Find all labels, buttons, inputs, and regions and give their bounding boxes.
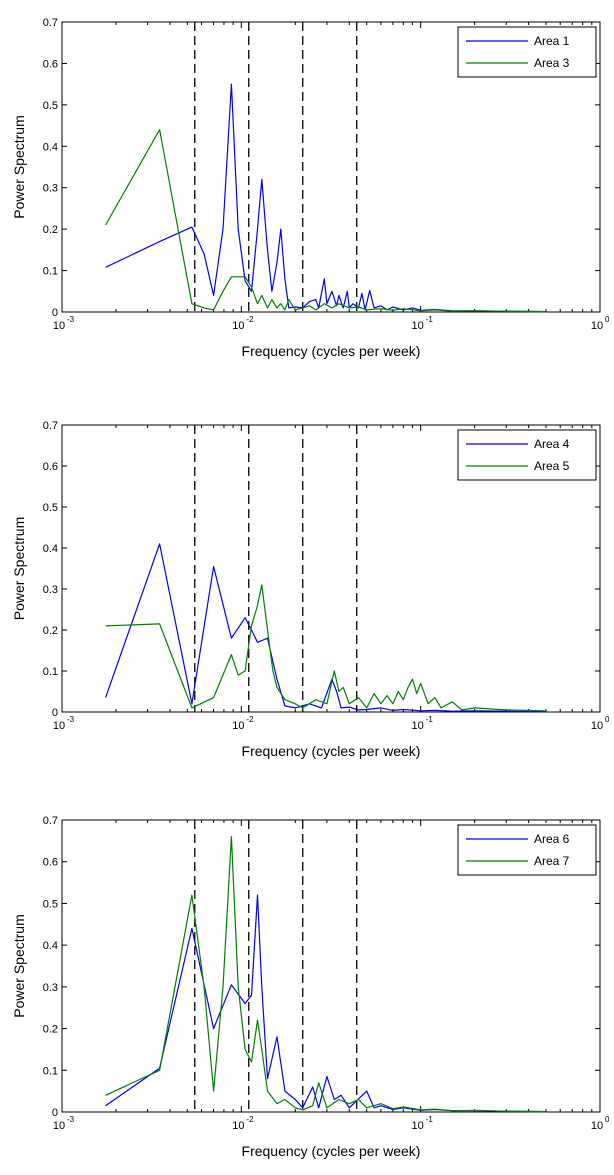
x-tick-exponent: -2: [246, 1115, 254, 1124]
x-tick-label: 10: [232, 320, 244, 332]
axes-frame: [61, 21, 601, 313]
y-tick-label: 0.7: [43, 815, 58, 827]
legend-label: Area 1: [534, 34, 570, 48]
y-tick-label: 0.2: [43, 224, 58, 236]
x-tick-label: 10: [53, 320, 65, 332]
axes-frame: [61, 819, 601, 1113]
x-tick-exponent: -2: [246, 715, 254, 724]
x-tick-label: 10: [591, 1120, 603, 1132]
y-tick-label: 0.4: [43, 141, 58, 153]
x-tick-exponent: 0: [605, 1115, 610, 1124]
y-tick-label: 0.2: [43, 1024, 58, 1036]
x-tick-exponent: -1: [426, 715, 434, 724]
legend-box: [457, 26, 597, 78]
x-tick-label: 10: [412, 320, 424, 332]
y-axis-label: Power Spectrum: [11, 115, 27, 218]
series-line-area-5: [105, 584, 547, 712]
x-tick-label: 10: [53, 1120, 65, 1132]
x-tick-exponent: 0: [605, 715, 610, 724]
y-tick-label: 0.7: [43, 17, 58, 29]
legend-label: Area 4: [534, 437, 570, 451]
x-tick-label: 10: [591, 720, 603, 732]
y-tick-label: 0.3: [43, 183, 58, 195]
legend-box: [457, 824, 597, 876]
legend: Area 1 Area 3: [457, 26, 597, 78]
series-line-area-7: [105, 836, 547, 1113]
x-tick-label: 10: [232, 720, 244, 732]
x-tick-label: 10: [232, 1120, 244, 1132]
x-tick-label: 10: [412, 1120, 424, 1132]
series-line-area-3: [105, 129, 547, 313]
y-tick-label: 0.3: [43, 982, 58, 994]
x-axis-label: Frequency (cycles per week): [242, 743, 421, 759]
x-tick-label: 10: [412, 720, 424, 732]
x-tick-exponent: -3: [67, 315, 75, 324]
x-tick-exponent: 0: [605, 315, 610, 324]
y-tick-label: 0.3: [43, 584, 58, 596]
y-tick-label: 0.7: [43, 420, 58, 432]
y-tick-label: 0: [52, 707, 58, 719]
y-tick-label: 0.4: [43, 543, 58, 555]
x-axis-label: Frequency (cycles per week): [242, 1143, 421, 1159]
y-tick-label: 0.2: [43, 625, 58, 637]
legend-label: Area 3: [534, 56, 570, 70]
legend-label: Area 7: [534, 854, 570, 868]
x-tick-exponent: -1: [426, 315, 434, 324]
legend-box: [457, 429, 597, 481]
y-tick-label: 0.5: [43, 100, 58, 112]
y-axis-label: Power Spectrum: [11, 517, 27, 620]
y-tick-label: 0.4: [43, 940, 58, 952]
y-tick-label: 0: [52, 307, 58, 319]
y-tick-label: 0: [52, 1107, 58, 1119]
axes-frame: [61, 424, 601, 713]
x-tick-exponent: -3: [67, 715, 75, 724]
y-tick-label: 0.5: [43, 898, 58, 910]
x-axis-label: Frequency (cycles per week): [242, 343, 421, 359]
chart-panel-2: 00.10.20.30.40.50.60.710-310-210-1100Are…: [11, 420, 610, 759]
y-tick-label: 0.5: [43, 502, 58, 514]
y-tick-label: 0.6: [43, 857, 58, 869]
x-tick-exponent: -2: [246, 315, 254, 324]
legend: Area 6 Area 7: [457, 824, 597, 876]
y-tick-label: 0.1: [43, 666, 58, 678]
legend-label: Area 6: [534, 832, 570, 846]
legend-label: Area 5: [534, 459, 570, 473]
chart-panel-3: 00.10.20.30.40.50.60.710-310-210-1100Are…: [11, 815, 610, 1159]
chart-panel-1: 00.10.20.30.40.50.60.710-310-210-1100Are…: [11, 17, 610, 359]
y-tick-label: 0.6: [43, 58, 58, 70]
x-tick-exponent: -3: [67, 1115, 75, 1124]
x-tick-label: 10: [591, 320, 603, 332]
x-tick-exponent: -1: [426, 1115, 434, 1124]
series-line-area-1: [105, 83, 547, 313]
legend: Area 4 Area 5: [457, 429, 597, 481]
y-axis-label: Power Spectrum: [11, 914, 27, 1017]
series-line-area-4: [105, 543, 547, 713]
y-tick-label: 0.1: [43, 266, 58, 278]
x-tick-label: 10: [53, 720, 65, 732]
y-tick-label: 0.6: [43, 461, 58, 473]
y-tick-label: 0.1: [43, 1065, 58, 1077]
